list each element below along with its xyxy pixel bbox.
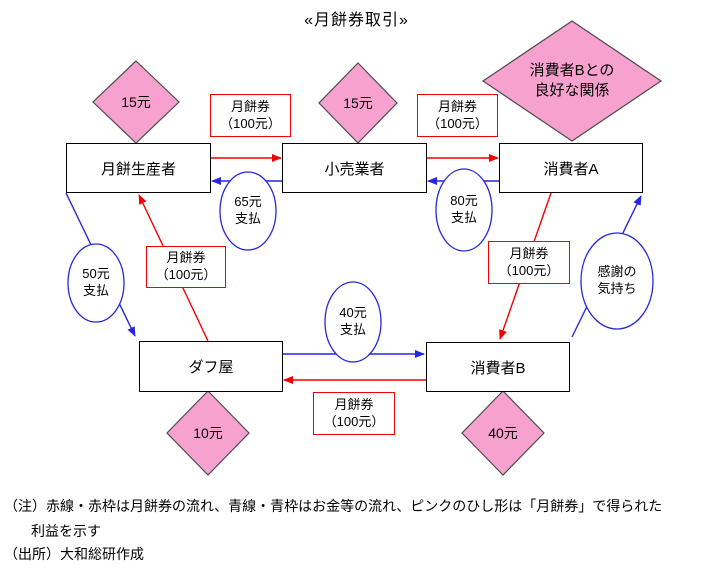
voucher-label-consumer-a-b: 月餅券 （100元） [488, 241, 570, 284]
voucher-label-consumer-b-scalper: 月餅券 （100元） [313, 392, 395, 435]
node-box-consumer-b: 消費者B [426, 342, 570, 392]
voucher-label-retailer-consumer-a: 月餅券 （100元） [417, 94, 498, 137]
profit-diamond-consumer-b [461, 390, 545, 476]
payment-ellipse-40yuan [324, 281, 382, 363]
gratitude-ellipse [580, 232, 654, 330]
profit-label-retailer: 15元 [343, 95, 373, 111]
profit-diamond-consumer-a [481, 20, 663, 142]
diagram-title: «月餅券取引» [304, 12, 409, 29]
node-box-producer: 月餅生産者 [66, 143, 211, 193]
note-line2: 利益を示す [31, 523, 101, 539]
payment-label-65yuan: 65元 支払 [234, 194, 262, 226]
node-box-consumer-a: 消費者A [499, 143, 643, 193]
profit-label-producer: 15元 [121, 94, 151, 110]
payment-ellipse-80yuan [435, 168, 493, 252]
profit-label-consumer-b: 40元 [488, 425, 518, 441]
profit-label-consumer-a: 消費者Bとの 良好な関係 [529, 61, 615, 99]
payment-label-40yuan: 40元 支払 [339, 305, 367, 337]
payment-ellipse-65yuan [219, 171, 277, 251]
gratitude-label: 感謝の 気持ち [597, 264, 637, 296]
node-box-retailer: 小売業者 [282, 143, 427, 193]
payment-ellipse-50yuan [67, 243, 125, 323]
payment-label-80yuan: 80元 支払 [450, 193, 478, 225]
note-source: （出所）大和総研作成 [4, 546, 144, 562]
payment-label-50yuan: 50元 支払 [82, 266, 110, 298]
profit-diamond-scalper [166, 390, 250, 476]
node-box-scalper: ダフ屋 [139, 341, 283, 392]
voucher-label-scalper-producer: 月餅券 （100元） [146, 246, 226, 288]
note-line1: （注）赤線・赤枠は月餅券の流れ、青線・青枠はお金等の流れ、ピンクのひし形は「月餅… [4, 498, 663, 514]
voucher-label-producer-retailer: 月餅券 （100元） [210, 94, 291, 137]
profit-label-scalper: 10元 [193, 425, 223, 441]
